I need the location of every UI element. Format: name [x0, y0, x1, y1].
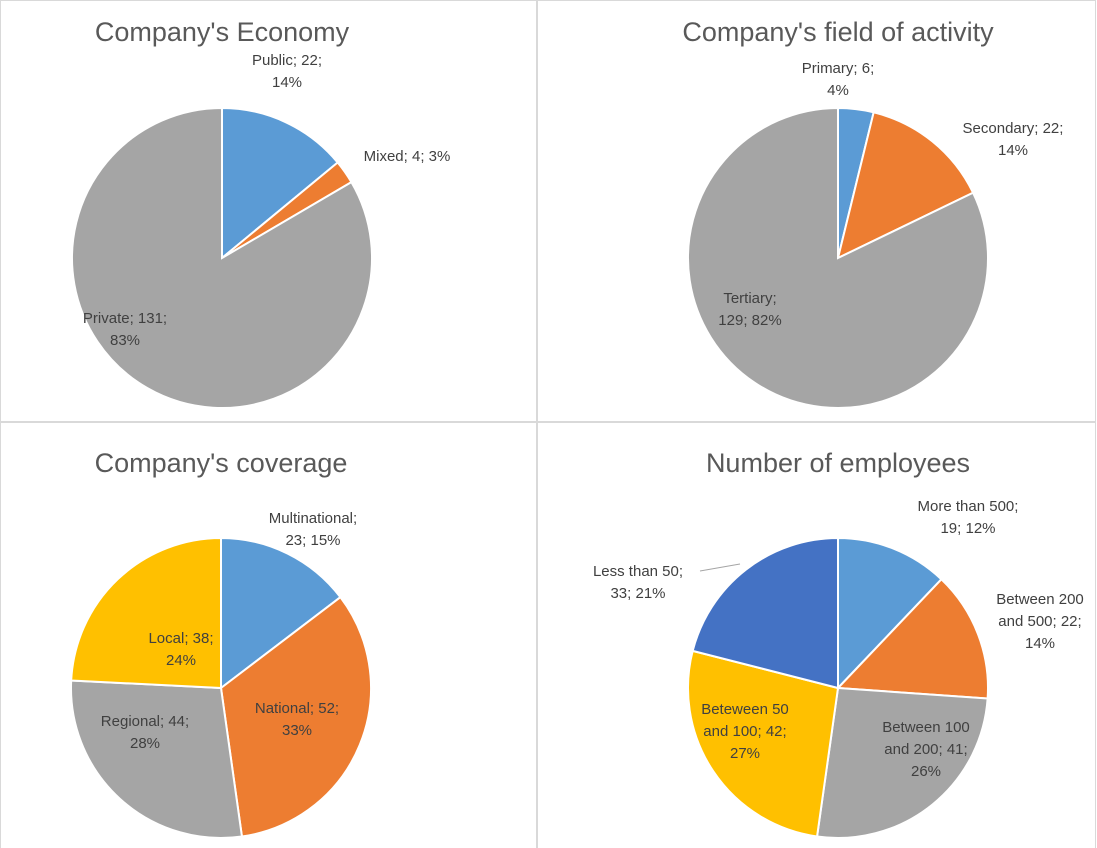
data-label: Regional; 44; 28% [100, 713, 190, 752]
pie-slice [221, 106, 340, 261]
data-label: Between 200 and 500; 22; 14% [996, 591, 1084, 652]
data-label: More than 500; 19; 12% [917, 498, 1019, 537]
data-label: Beteween 50 and 100; 42; 27% [701, 701, 789, 762]
data-label: Public; 22; 14% [251, 52, 323, 91]
pie-slice [687, 106, 989, 409]
pie-slice [691, 536, 839, 690]
chart-title: Number of employees [706, 448, 970, 478]
data-label: Less than 50; 33; 21% [592, 563, 684, 602]
panel [0, 0, 537, 422]
data-label: Secondary; 22; 14% [962, 120, 1064, 159]
data-label: Private; 131; 83% [82, 310, 168, 349]
data-label: Mixed; 4; 3% [363, 148, 451, 165]
pie-slice [70, 536, 222, 690]
pie-slice [837, 536, 943, 691]
pie-slice [71, 106, 373, 409]
panel [537, 0, 1096, 422]
pie-slice [835, 577, 989, 700]
chart-title: Company's coverage [95, 448, 348, 478]
data-label: Tertiary; 129; 82% [718, 290, 782, 329]
pie-slice [220, 536, 342, 691]
data-label: Multinational; 23; 15% [268, 510, 358, 549]
pie-slice [815, 686, 989, 839]
data-label: Primary; 6; 4% [801, 60, 875, 99]
pie-slice [219, 595, 372, 838]
pie-slice [836, 111, 975, 260]
leader-line [699, 563, 741, 572]
panel [537, 422, 1096, 848]
pie-slice [687, 649, 840, 838]
pie-slice [70, 679, 244, 839]
data-label: National; 52; 33% [254, 700, 340, 739]
data-label: Local; 38; 24% [148, 630, 214, 669]
chart-title: Company's field of activity [682, 17, 994, 47]
panel [0, 422, 537, 848]
chart-title: Company's Economy [95, 17, 350, 47]
data-label: Between 100 and 200; 41; 26% [882, 719, 970, 780]
